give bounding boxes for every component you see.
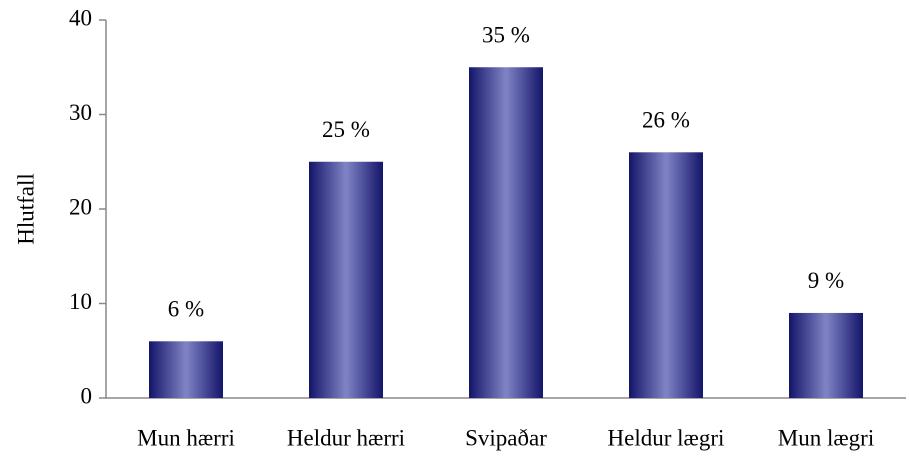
x-tick-label: Svipaðar (465, 425, 547, 450)
y-axis-label: Hlutfall (13, 173, 38, 245)
bar (469, 67, 543, 398)
y-tick-label: 20 (69, 194, 92, 219)
x-tick-label: Mun lægri (778, 425, 874, 450)
y-tick-label: 10 (69, 289, 92, 314)
bar (629, 152, 703, 398)
x-tick-label: Mun hærri (137, 425, 235, 450)
data-label: 35 % (482, 23, 530, 48)
y-tick-label: 40 (69, 5, 92, 30)
x-tick-label: Heldur lægri (608, 425, 725, 450)
data-label: 6 % (168, 297, 204, 322)
data-label: 9 % (808, 268, 844, 293)
bar (789, 312, 863, 398)
data-label: 25 % (322, 117, 370, 142)
y-tick-label: 0 (81, 383, 93, 408)
data-label: 26 % (642, 108, 690, 133)
bar (149, 341, 223, 398)
bar (309, 161, 383, 398)
x-tick-label: Heldur hærri (287, 425, 405, 450)
y-tick-label: 30 (69, 100, 92, 125)
